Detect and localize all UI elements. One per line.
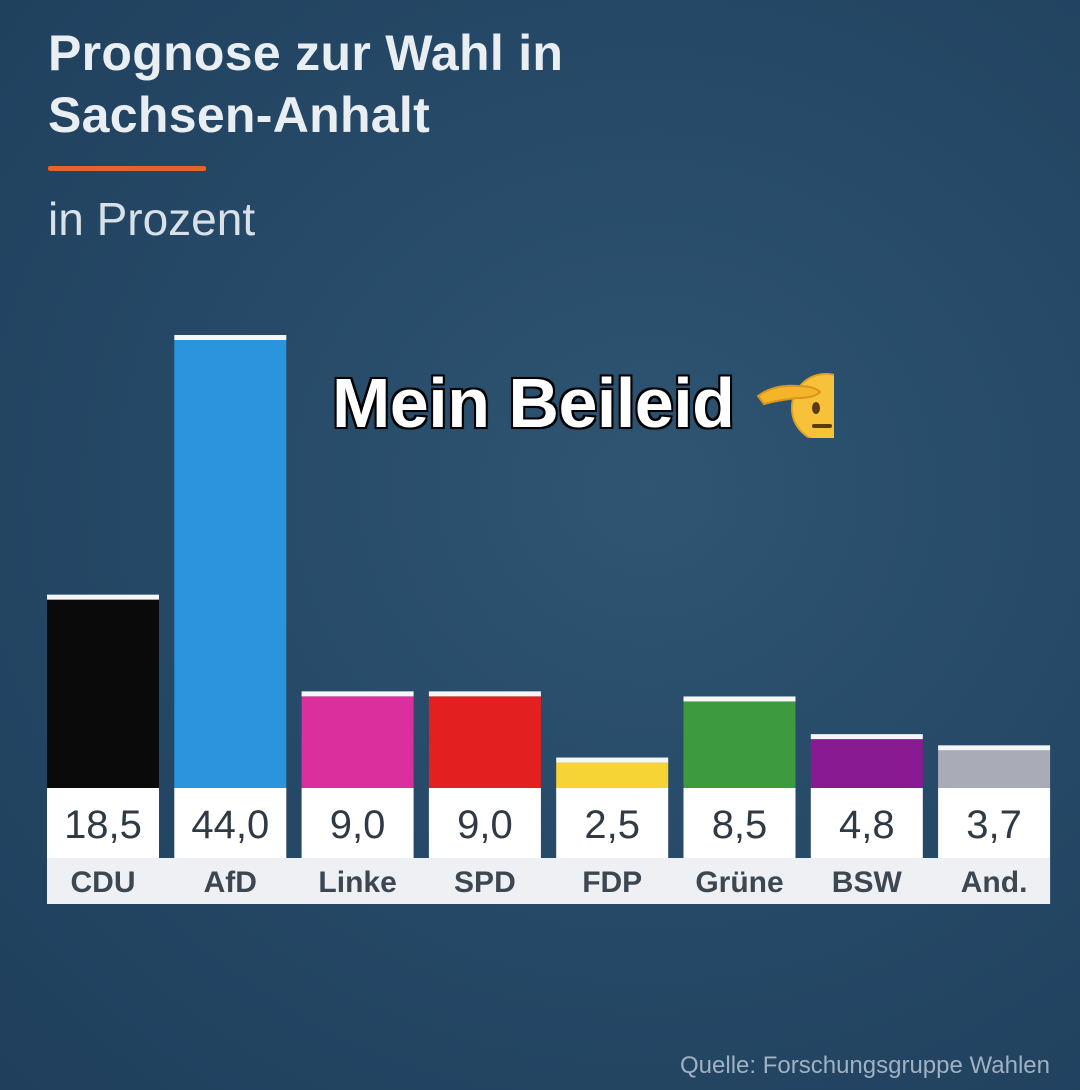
value-label-afd: 44,0 [191, 803, 269, 847]
saluting-face-icon [754, 368, 835, 438]
caption-text: Mein Beileid [330, 363, 736, 444]
bar-fdp [556, 762, 669, 788]
bar-cap-fdp [556, 757, 669, 763]
value-label-bsw: 4,8 [839, 803, 895, 847]
bar-cap-afd [174, 335, 287, 340]
category-label-fdp: FDP [582, 866, 642, 899]
bar-linke [301, 696, 414, 788]
value-box-cdu [47, 788, 159, 858]
bar-cap-and [938, 745, 1051, 751]
chart-title-line2: Sachsen-Anhalt [48, 87, 431, 143]
value-box-grne [683, 788, 796, 858]
bar-afd [174, 340, 287, 788]
category-strip [47, 858, 1051, 904]
bar-cap-spd [428, 691, 541, 697]
value-box-bsw [810, 788, 923, 858]
category-label-spd: SPD [454, 866, 516, 899]
value-label-grne: 8,5 [712, 803, 768, 847]
bar-cap-cdu [47, 594, 159, 600]
category-label-afd: AfD [204, 866, 257, 899]
value-box-linke [301, 788, 414, 858]
value-box-afd [174, 788, 287, 858]
value-label-fdp: 2,5 [584, 803, 640, 847]
bar-spd [428, 696, 541, 788]
value-label-spd: 9,0 [457, 803, 513, 847]
value-label-linke: 9,0 [330, 803, 386, 847]
category-label-grne: Grüne [695, 866, 783, 899]
title-accent-line [48, 166, 206, 171]
bar-and [938, 750, 1051, 788]
value-label-and: 3,7 [966, 803, 1022, 847]
caption-overlay: Mein Beileid [330, 360, 835, 446]
category-label-bsw: BSW [832, 866, 903, 899]
bar-grne [683, 701, 796, 788]
chart-title-line1: Prognose zur Wahl in [48, 25, 564, 81]
category-label-and: And. [961, 866, 1028, 899]
bar-cdu [47, 599, 159, 788]
value-label-cdu: 18,5 [64, 803, 142, 847]
bar-cap-bsw [810, 734, 923, 740]
chart-title: Prognose zur Wahl in Sachsen-Anhalt [48, 22, 748, 146]
value-box-and [938, 788, 1051, 858]
source-note: Quelle: Forschungsgruppe Wahlen [680, 1052, 1050, 1079]
category-label-cdu: CDU [71, 866, 136, 899]
bar-bsw [810, 739, 923, 788]
bar-cap-linke [301, 691, 414, 697]
value-box-fdp [556, 788, 669, 858]
bar-cap-grne [683, 696, 796, 702]
value-box-spd [428, 788, 541, 858]
chart-subtitle: in Prozent [48, 193, 256, 245]
category-label-linke: Linke [318, 866, 396, 899]
